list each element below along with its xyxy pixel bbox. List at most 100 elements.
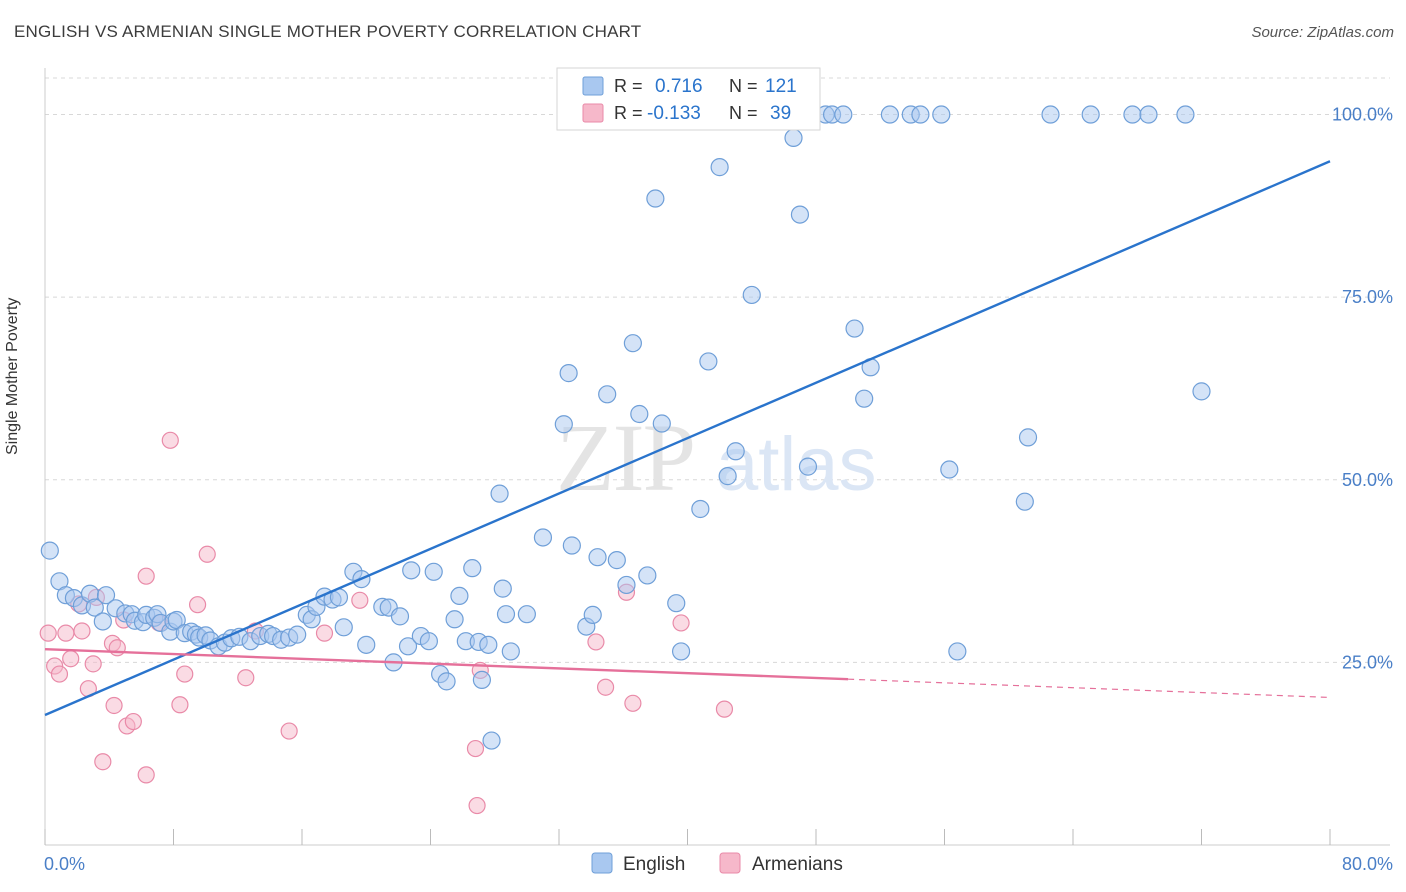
english-point <box>1081 105 1100 124</box>
armenian-point <box>466 739 485 758</box>
english-point <box>501 642 520 661</box>
english-point <box>463 559 482 578</box>
legend-bottom-english-swatch[interactable] <box>591 852 613 874</box>
y-tick-label: 25.0% <box>1342 652 1393 672</box>
legend-english-r-value: 0.716 <box>655 76 703 97</box>
armenian-point <box>315 624 334 642</box>
armenian-trend-extension <box>848 678 1331 699</box>
english-point <box>880 105 899 124</box>
english-point <box>742 285 761 305</box>
english-point <box>93 612 112 631</box>
x-tick-label: 0.0% <box>44 854 85 874</box>
legend-bottom: English Armenians <box>591 852 843 875</box>
english-point <box>667 594 686 613</box>
english-point <box>562 536 581 555</box>
english-point <box>402 561 421 580</box>
english-trend-line <box>44 160 1331 717</box>
english-point <box>911 105 930 124</box>
legend-english-n-label: N = <box>729 76 758 96</box>
source-label: Source: ZipAtlas.com <box>1251 24 1394 41</box>
english-point <box>493 579 512 598</box>
english-point <box>1176 105 1195 124</box>
armenian-point <box>237 669 255 687</box>
english-point <box>1041 105 1060 124</box>
armenian-point <box>124 712 142 731</box>
english-point <box>932 105 951 124</box>
legend-bottom-english-label[interactable]: English <box>623 854 685 875</box>
english-point <box>598 385 617 404</box>
english-point <box>855 389 874 408</box>
armenian-point <box>50 665 69 683</box>
english-point <box>357 635 376 654</box>
tick-labels: 25.0% 50.0% 75.0% 100.0% 0.0% 80.0% <box>44 105 1393 874</box>
y-tick-label: 50.0% <box>1342 470 1393 490</box>
english-point <box>652 414 671 433</box>
armenian-point <box>57 624 75 642</box>
armenian-point <box>587 633 605 651</box>
english-point <box>583 605 602 625</box>
english-point <box>834 105 853 124</box>
english-point <box>40 541 59 560</box>
english-point <box>940 460 959 479</box>
armenian-point <box>468 796 486 815</box>
english-point <box>390 607 410 626</box>
armenian-point <box>105 696 123 715</box>
legend-bottom-armenian-swatch[interactable] <box>719 852 741 874</box>
legend-english-n-value: 121 <box>765 76 797 97</box>
armenian-point <box>137 567 155 585</box>
armenian-point <box>176 665 194 683</box>
english-point <box>533 528 553 547</box>
armenian-point <box>161 431 179 449</box>
english-point <box>479 635 498 654</box>
english-point <box>1015 492 1034 511</box>
english-point <box>630 404 649 424</box>
english-point <box>798 457 818 476</box>
armenian-trend-line <box>44 648 849 681</box>
legend-top: R = 0.716 N = 121 R = -0.133 N = 39 <box>556 67 821 131</box>
legend-bottom-armenian-label[interactable]: Armenians <box>752 854 843 875</box>
english-point <box>718 467 737 486</box>
armenian-point <box>171 696 189 714</box>
armenian-point <box>280 722 298 740</box>
english-point <box>617 575 636 595</box>
armenian-point <box>596 678 615 696</box>
english-point <box>450 586 469 606</box>
english-point <box>437 672 456 691</box>
legend-english-swatch <box>582 76 604 96</box>
english-point <box>554 415 573 434</box>
english-point <box>496 605 516 624</box>
english-point <box>334 618 353 637</box>
english-point <box>638 566 657 585</box>
english-point <box>1018 428 1038 447</box>
english-point <box>710 158 729 177</box>
english-point <box>671 642 691 661</box>
axes <box>44 68 1390 846</box>
armenian-point <box>62 650 80 668</box>
y-tick-label: 75.0% <box>1342 287 1393 307</box>
english-point <box>607 551 626 570</box>
english-point <box>691 499 710 519</box>
english-point <box>623 334 642 353</box>
legend-english-r-label: R = <box>614 76 643 96</box>
english-point <box>1123 105 1142 124</box>
armenian-point <box>137 766 155 784</box>
english-point <box>472 670 491 690</box>
english-point <box>424 562 443 581</box>
english-point <box>490 484 509 503</box>
armenian-point <box>198 545 216 563</box>
armenian-point <box>351 591 369 609</box>
chart-title: ENGLISH VS ARMENIAN SINGLE MOTHER POVERT… <box>14 22 642 41</box>
y-tick-label: 100.0% <box>1332 105 1393 125</box>
english-point <box>288 625 307 644</box>
armenian-point <box>94 753 112 771</box>
armenian-point <box>73 622 91 640</box>
armenian-point <box>39 624 57 642</box>
watermark-zip: ZIP <box>556 404 694 511</box>
english-point <box>1192 382 1211 401</box>
english-point <box>419 632 438 651</box>
english-point <box>85 598 104 617</box>
english-point <box>517 605 536 624</box>
armenian-point <box>672 614 690 632</box>
english-point <box>398 637 418 656</box>
